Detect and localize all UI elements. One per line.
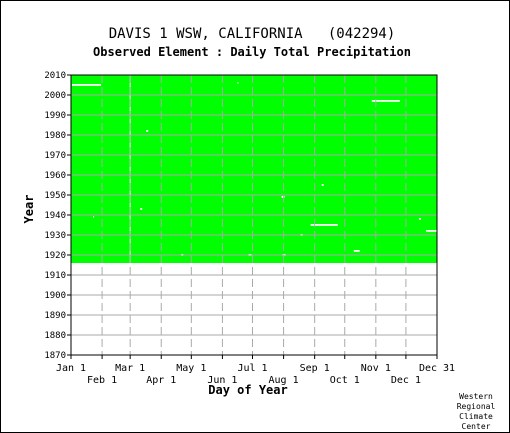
- y-tick-label: 1940: [44, 211, 66, 221]
- axes-layer: 2010 2000 1990 1980 1970 1960 1950 1940 1930 1920…: [44, 71, 455, 386]
- y-tick-label: 1870: [44, 351, 66, 361]
- y-tick-label: 1910: [44, 271, 66, 281]
- x-tick-label: Nov 1: [361, 363, 391, 374]
- missing-data-segment: [321, 184, 324, 186]
- y-tick-label: 1930: [44, 231, 66, 241]
- missing-data-segment: [418, 218, 421, 220]
- y-tick-label: 1960: [44, 171, 66, 181]
- missing-data-segment: [237, 82, 239, 84]
- missing-data-segment: [93, 216, 95, 218]
- x-tick-label: Aug 1: [269, 375, 299, 386]
- missing-data-segment: [281, 196, 285, 198]
- chart-subtitle: Observed Element : Daily Total Precipita…: [93, 45, 411, 59]
- missing-data-column: [129, 75, 131, 263]
- y-tick-label: 2010: [44, 71, 66, 81]
- x-tick-label: Jul 1: [237, 363, 267, 374]
- missing-data-segment: [353, 250, 360, 252]
- y-tick-label: 1980: [44, 131, 66, 141]
- chart-title: DAVIS 1 WSW, CALIFORNIA (042294): [109, 26, 396, 42]
- x-axis-label: Day of Year: [208, 383, 287, 397]
- x-tick-label: May 1: [176, 363, 206, 374]
- x-tick-label: Feb 1: [87, 375, 117, 386]
- x-tick-label: Mar 1: [115, 363, 145, 374]
- x-tick-label: Jan 1: [56, 363, 86, 374]
- x-tick-label: Dec 1: [391, 375, 421, 386]
- missing-data-segment: [72, 84, 102, 86]
- x-tick-label: Sep 1: [300, 363, 330, 374]
- credit-line: Regional: [457, 402, 496, 411]
- y-axis-label: Year: [22, 195, 36, 224]
- y-tick-label: 1990: [44, 111, 66, 121]
- missing-data-segment: [310, 224, 338, 226]
- credit-block: Western Regional Climate Center: [457, 392, 496, 431]
- credit-line: Western: [459, 392, 493, 401]
- missing-data-segment: [425, 230, 437, 232]
- missing-data-segment: [371, 100, 400, 102]
- y-tick-label: 1950: [44, 191, 66, 201]
- credit-line: Center: [462, 422, 491, 431]
- x-tick-label: Dec 31: [419, 363, 455, 374]
- y-tick-label: 1890: [44, 311, 66, 321]
- x-tick-label: Oct 1: [330, 375, 360, 386]
- x-tick-label: Apr 1: [146, 375, 176, 386]
- y-tick-label: 1920: [44, 251, 66, 261]
- missing-data-segment: [140, 208, 143, 210]
- y-tick-label: 1970: [44, 151, 66, 161]
- missing-data-segment: [146, 130, 149, 132]
- y-tick-label: 2000: [44, 91, 66, 101]
- y-tick-label: 1880: [44, 331, 66, 341]
- x-tick-label: Jun 1: [207, 375, 237, 386]
- y-tick-label: 1900: [44, 291, 66, 301]
- credit-line: Climate: [459, 412, 493, 421]
